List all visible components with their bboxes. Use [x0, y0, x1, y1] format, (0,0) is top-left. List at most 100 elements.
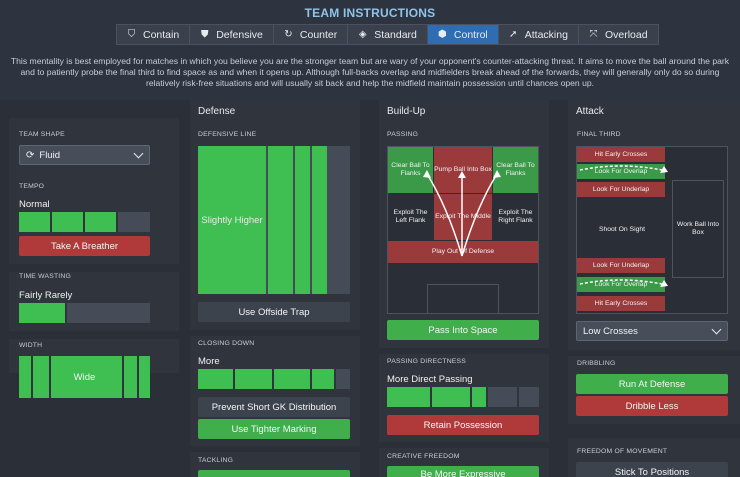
penalty-box-line: [427, 284, 499, 314]
tab-counter[interactable]: ↻ Counter: [274, 25, 349, 44]
take-a-breather-button[interactable]: Take A Breather: [19, 236, 150, 256]
overload-icon: ⤧: [589, 29, 598, 40]
attack-arrows: [579, 165, 668, 287]
page-title: TEAM INSTRUCTIONS: [304, 6, 436, 20]
attack-heading: Attack: [576, 106, 604, 117]
width-tick: [31, 356, 33, 398]
look-for-overlap-bottom-button[interactable]: Look For Overlap: [577, 277, 665, 292]
divider: [568, 424, 740, 438]
clear-ball-left-button[interactable]: Clear Ball To Flanks: [388, 147, 433, 193]
look-for-underlap-bottom-button[interactable]: Look For Underlap: [577, 258, 665, 273]
width-tick: [137, 356, 139, 398]
width-selector[interactable]: Wide: [19, 356, 150, 398]
mentality-description: This mentality is best employed for matc…: [10, 56, 730, 88]
closing-down-label: CLOSING DOWN: [198, 340, 255, 347]
tab-contain[interactable]: ⛉ Contain: [117, 25, 191, 44]
tempo-bar[interactable]: [19, 212, 150, 232]
divider: [379, 348, 549, 354]
time-wasting-bar[interactable]: [19, 303, 150, 323]
instructions-header: [0, 0, 740, 100]
crossing-value: Low Crosses: [583, 325, 638, 337]
crossing-select[interactable]: Low Crosses: [576, 321, 728, 341]
final-third-label: FINAL THIRD: [577, 131, 621, 138]
tab-control[interactable]: ⬢ Control: [427, 25, 499, 44]
be-more-expressive-label: Be More Expressive: [420, 469, 506, 477]
tab-label: Overload: [604, 28, 648, 41]
divider: [9, 264, 179, 272]
dribbling-label: DRIBBLING: [577, 360, 616, 367]
hit-early-crosses-top-button[interactable]: Hit Early Crosses: [577, 147, 665, 162]
tempo-value: Normal: [19, 199, 50, 210]
passing-arrows: [423, 170, 501, 257]
time-wasting-label: TIME WASTING: [19, 273, 71, 280]
buildup-heading: Build-Up: [387, 106, 426, 117]
creative-freedom-label: CREATIVE FREEDOM: [387, 453, 460, 460]
chevron-down-icon: [711, 324, 722, 335]
chevron-down-icon: [133, 148, 144, 159]
tab-label: Standard: [374, 28, 417, 41]
shield-icon: ⛊: [200, 29, 209, 40]
tab-defensive[interactable]: ⛊ Defensive: [190, 25, 274, 44]
tackling-button[interactable]: [198, 470, 350, 477]
pass-into-space-button[interactable]: Pass Into Space: [387, 320, 539, 340]
stick-to-positions-button[interactable]: Stick To Positions: [576, 462, 728, 477]
defensive-line-segment: [268, 146, 293, 294]
freedom-of-movement-label: FREEDOM OF MOVEMENT: [577, 448, 668, 455]
run-at-defense-button[interactable]: Run At Defense: [576, 374, 728, 394]
exploit-left-button[interactable]: Exploit The Left Flank: [388, 194, 433, 240]
prevent-short-gk-button[interactable]: Prevent Short GK Distribution: [198, 397, 350, 417]
defense-heading: Defense: [198, 106, 236, 117]
use-offside-trap-button[interactable]: Use Offside Trap: [198, 302, 350, 322]
tackling-label: TACKLING: [198, 457, 234, 464]
divider: [568, 350, 740, 356]
defensive-line-segment: [312, 146, 327, 294]
tab-label: Contain: [143, 28, 180, 41]
be-more-expressive-button[interactable]: Be More Expressive: [387, 466, 539, 477]
use-tighter-marking-button[interactable]: Use Tighter Marking: [198, 419, 350, 439]
time-wasting-value: Fairly Rarely: [19, 290, 73, 301]
team-shape-label: TEAM SHAPE: [19, 131, 65, 138]
tempo-label: TEMPO: [19, 183, 45, 190]
shoot-on-sight-button[interactable]: Shoot On Sight: [586, 200, 658, 260]
tab-standard[interactable]: ◈ Standard: [348, 25, 428, 44]
fluid-icon: ⟳: [26, 149, 35, 161]
divider: [379, 442, 549, 448]
width-value: Wide: [73, 371, 96, 383]
pump-ball-button[interactable]: Pump Ball Into Box: [434, 147, 492, 193]
clear-ball-right-button[interactable]: Clear Ball To Flanks: [493, 147, 538, 193]
defensive-line-value: Slightly Higher: [201, 214, 263, 226]
defensive-line-label: DEFENSIVE LINE: [198, 131, 257, 138]
passing-directness-bar[interactable]: [387, 387, 539, 407]
look-for-underlap-top-button[interactable]: Look For Underlap: [577, 182, 665, 197]
defensive-line-segment: [295, 146, 310, 294]
counter-icon: ↻: [284, 29, 293, 40]
team-shape-select[interactable]: ⟳ Fluid: [19, 145, 150, 165]
width-tick: [122, 356, 124, 398]
exploit-right-button[interactable]: Exploit The Right Flank: [493, 194, 538, 240]
tab-overload[interactable]: ⤧ Overload: [579, 25, 658, 44]
passing-label: PASSING: [387, 131, 419, 138]
general-panel: TEAM SHAPE ⟳ Fluid TEMPO Normal Take A B…: [9, 100, 179, 477]
divider: [190, 446, 360, 452]
tab-label: Defensive: [216, 28, 263, 41]
retain-possession-button[interactable]: Retain Possession: [387, 415, 539, 435]
standard-icon: ◈: [358, 29, 367, 40]
control-icon: ⬢: [438, 29, 447, 40]
tab-label: Control: [453, 28, 488, 41]
attacking-icon: ➚: [509, 29, 518, 40]
width-label: WIDTH: [19, 342, 43, 349]
attack-panel: Attack FINAL THIRD Hit Early Crosses Loo…: [568, 100, 740, 477]
buildup-panel: Build-Up PASSING Clear Ball To Flanks Pu…: [379, 100, 549, 477]
hit-early-crosses-bottom-button[interactable]: Hit Early Crosses: [577, 296, 665, 311]
mentality-tabs: ⛉ Contain ⛊ Defensive ↻ Counter ◈ Standard ⬢…: [116, 24, 659, 45]
defensive-line-fill: Slightly Higher: [198, 146, 266, 294]
look-for-overlap-top-button[interactable]: Look For Overlap: [577, 164, 665, 179]
divider: [190, 330, 360, 336]
passing-directness-value: More Direct Passing: [387, 374, 473, 385]
closing-down-bar[interactable]: [198, 369, 350, 389]
tab-attacking[interactable]: ➚ Attacking: [499, 25, 579, 44]
closing-down-value: More: [198, 356, 220, 367]
dribble-less-button[interactable]: Dribble Less: [576, 396, 728, 416]
work-ball-into-box-button[interactable]: Work Ball Into Box: [672, 180, 724, 278]
team-shape-value: Fluid: [39, 149, 60, 161]
